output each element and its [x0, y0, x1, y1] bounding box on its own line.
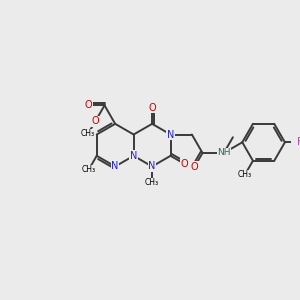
- Text: O: O: [148, 103, 156, 113]
- Text: N: N: [167, 130, 174, 140]
- Text: O: O: [181, 159, 188, 169]
- Text: CH₃: CH₃: [81, 130, 95, 139]
- Text: N: N: [148, 161, 156, 172]
- Text: NH: NH: [217, 148, 231, 158]
- Text: N: N: [130, 151, 137, 161]
- Text: O: O: [85, 100, 92, 110]
- Text: CH₃: CH₃: [145, 178, 159, 187]
- Text: CH₃: CH₃: [238, 170, 252, 179]
- Text: F: F: [297, 137, 300, 147]
- Text: CH₃: CH₃: [82, 165, 96, 174]
- Text: N: N: [112, 161, 119, 172]
- Text: O: O: [191, 162, 198, 172]
- Text: O: O: [92, 116, 99, 126]
